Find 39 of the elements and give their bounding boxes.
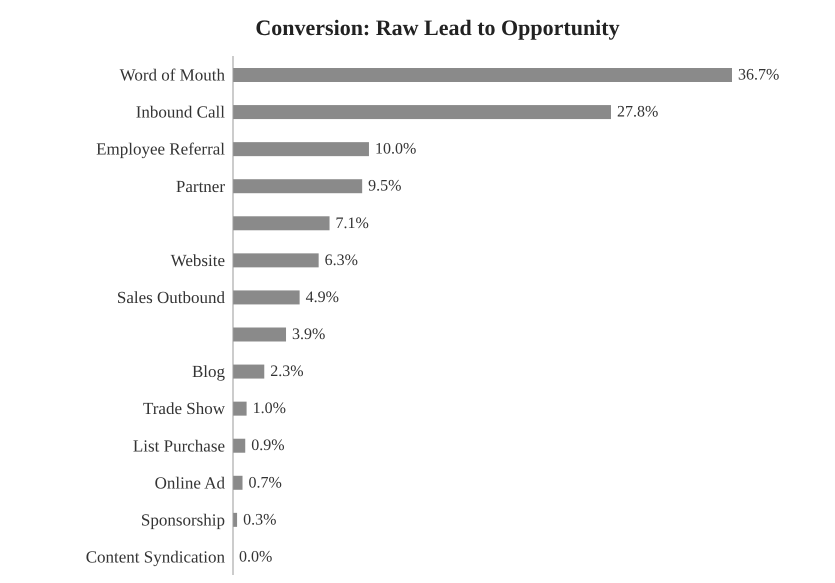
bar [233, 216, 330, 230]
bar [233, 438, 246, 453]
data-label: 0.3% [243, 511, 276, 528]
bar [233, 328, 286, 342]
bar [233, 364, 264, 379]
bar [233, 402, 247, 416]
y-tick-label: List Purchase [132, 436, 225, 456]
data-label: 0.9% [251, 437, 285, 454]
data-label: 4.9% [306, 288, 339, 306]
data-label: 0.0% [239, 548, 272, 566]
bar [233, 179, 362, 194]
data-label: 10.0% [374, 140, 416, 158]
data-label: 0.7% [248, 474, 282, 492]
y-tick-label: Website [170, 250, 225, 270]
bar [233, 68, 732, 82]
y-tick-label: Blog [192, 362, 226, 382]
data-label: 1.0% [252, 400, 286, 418]
data-label: 9.5% [368, 178, 402, 195]
y-tick-label: Word of Mouth [120, 66, 226, 85]
y-tick-label: Inbound Call [136, 102, 226, 122]
y-tick-label: Partner [176, 176, 226, 196]
y-tick-label: Employee Referral [96, 140, 226, 159]
chart-title: Conversion: Raw Lead to Opportunity [254, 14, 621, 42]
data-label: 6.3% [324, 252, 358, 269]
y-tick-label: Trade Show [142, 399, 226, 418]
y-tick-label: Online Ad [154, 473, 226, 492]
data-label: 2.3% [270, 363, 304, 380]
bar [233, 105, 611, 120]
data-label: 3.9% [292, 326, 326, 343]
data-label: 27.8% [616, 104, 658, 121]
bar [233, 142, 369, 156]
bar [233, 253, 319, 268]
y-tick-label: Sales Outbound [116, 288, 226, 307]
y-tick-label: Content Syndication [86, 548, 226, 566]
bar [233, 290, 300, 304]
bar [233, 476, 243, 490]
y-tick-label: Sponsorship [140, 510, 225, 530]
data-label: 7.1% [336, 214, 369, 232]
data-label: 36.7% [738, 66, 780, 84]
